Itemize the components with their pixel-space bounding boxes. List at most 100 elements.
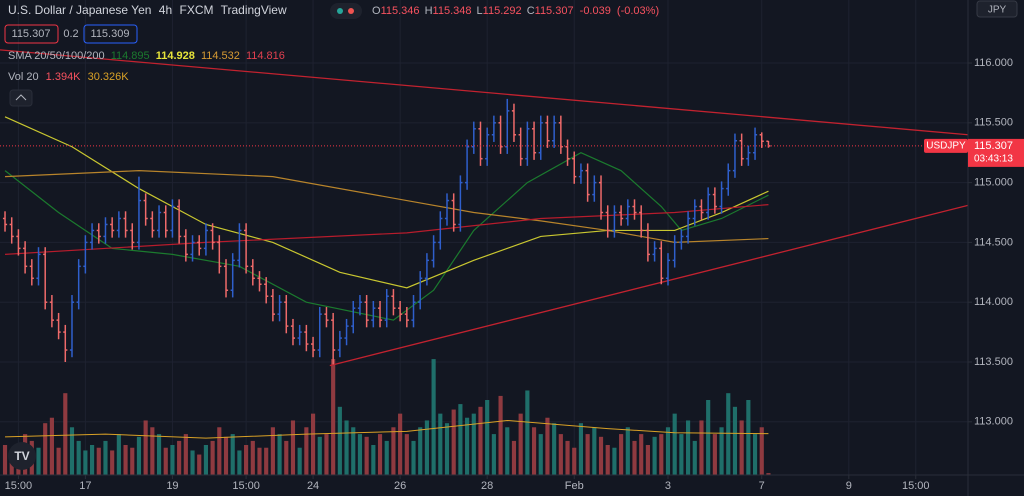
x-tick-label: 7 (759, 480, 765, 492)
logo[interactable] (8, 442, 36, 470)
volume-bar (592, 427, 597, 475)
volume-bar (237, 450, 242, 475)
volume-bar (451, 409, 456, 475)
volume-bar (177, 440, 182, 475)
platform: TradingView (221, 3, 287, 17)
status-pill[interactable] (330, 3, 362, 19)
sell-box[interactable] (4, 24, 59, 44)
sma-line (4, 204, 769, 255)
x-tick-label: 9 (846, 480, 852, 492)
volume-bar (331, 359, 336, 475)
volume-bar (552, 423, 557, 475)
volume-bar (746, 400, 751, 475)
sma-legend: SMA 20/50/100/200 114.895 114.928 114.53… (8, 50, 285, 62)
volume-bar (197, 454, 202, 475)
volume-bar (505, 427, 510, 475)
volume-bar (317, 436, 322, 475)
change-pct: (-0.03%) (617, 5, 659, 17)
y-tick-label: 116.000 (974, 57, 1013, 69)
volume-bar (424, 420, 429, 475)
buy-price[interactable]: 115.309 (91, 28, 130, 40)
volume-bar (377, 434, 383, 475)
volume-bar (304, 427, 309, 475)
volume-bar (337, 406, 342, 475)
volume-bar (183, 434, 188, 475)
volume-bar (531, 427, 537, 475)
volume-bar (411, 440, 416, 475)
x-tick-label: 15:00 (902, 480, 930, 492)
ohlc-value: 115.292 (483, 5, 522, 17)
volume-bar (257, 447, 262, 475)
price-tag-box (968, 138, 1024, 167)
y-tick-label: 115.500 (974, 117, 1013, 129)
volume-bar (49, 417, 54, 475)
volume-bar (136, 436, 142, 475)
volume-bar (156, 434, 162, 475)
volume-bar (264, 447, 269, 475)
volume-bar (250, 440, 255, 475)
volume-bar (759, 427, 764, 475)
volume-bar (572, 447, 577, 475)
volume-bar (465, 417, 470, 475)
volume-bar (384, 440, 389, 475)
volume-bar (511, 440, 517, 475)
volume-last: 1.394K (46, 71, 82, 83)
symbol-tag: USDJPY (926, 141, 966, 152)
trendline (0, 49, 968, 136)
volume-bar (471, 413, 476, 475)
ohlc-value: 115.348 (433, 5, 472, 17)
volume-bar (270, 427, 275, 475)
volume-title: Vol 20 (8, 71, 39, 83)
volume-bar (632, 440, 637, 475)
x-tick-label: Feb (565, 480, 584, 492)
symbol-tag-box (924, 138, 968, 153)
volume-bar (123, 445, 128, 475)
ohlc-letter: L (477, 5, 483, 17)
volume-bar (170, 445, 175, 475)
symbol-title: U.S. Dollar / Japanese Yen (8, 3, 151, 17)
volume-bar (645, 445, 650, 475)
volume-bar (364, 436, 369, 475)
volume-bar (63, 393, 68, 475)
y-tick-label: 115.000 (974, 177, 1013, 189)
volume-bar (163, 447, 168, 475)
volume-ma-line (5, 419, 769, 439)
volume-bar (444, 423, 450, 475)
buy-box[interactable] (83, 24, 138, 44)
collapse-icon (15, 94, 27, 101)
ohlc-letter: H (425, 5, 433, 17)
sma-line (4, 152, 769, 321)
volume-bar (752, 434, 758, 475)
volume-bar (371, 445, 376, 475)
volume-bar (605, 445, 610, 475)
volume-bar (485, 400, 490, 475)
ohlc-legend: O115.346 H115.348 L115.292 C115.307 -0.0… (372, 5, 659, 17)
volume-bar (69, 427, 75, 475)
currency: JPY (988, 5, 1007, 16)
sma-line (4, 170, 769, 244)
volume-bar (418, 427, 423, 475)
collapse-button[interactable] (9, 89, 33, 107)
sell-price[interactable]: 115.307 (12, 28, 51, 40)
exchange: FXCM (179, 3, 213, 17)
x-tick-label: 28 (481, 480, 493, 492)
volume-bar (686, 420, 691, 475)
volume-bar (143, 420, 148, 475)
volume-ma: 30.326K (88, 71, 130, 83)
sma-value: 114.816 (246, 50, 285, 62)
volume-bar (692, 440, 697, 475)
volume-bar (43, 423, 48, 475)
volume-bar (36, 447, 41, 475)
ohlc-value: 115.346 (381, 5, 420, 17)
volume-bar (90, 445, 95, 475)
volume-bar (458, 404, 463, 475)
currency-box[interactable] (976, 0, 1018, 18)
volume-bar (290, 420, 296, 475)
volume-bar (679, 434, 684, 475)
volume-bar (612, 447, 617, 475)
volume-bar (324, 434, 329, 475)
volume-bar (491, 434, 496, 475)
volume-bar (310, 413, 316, 475)
